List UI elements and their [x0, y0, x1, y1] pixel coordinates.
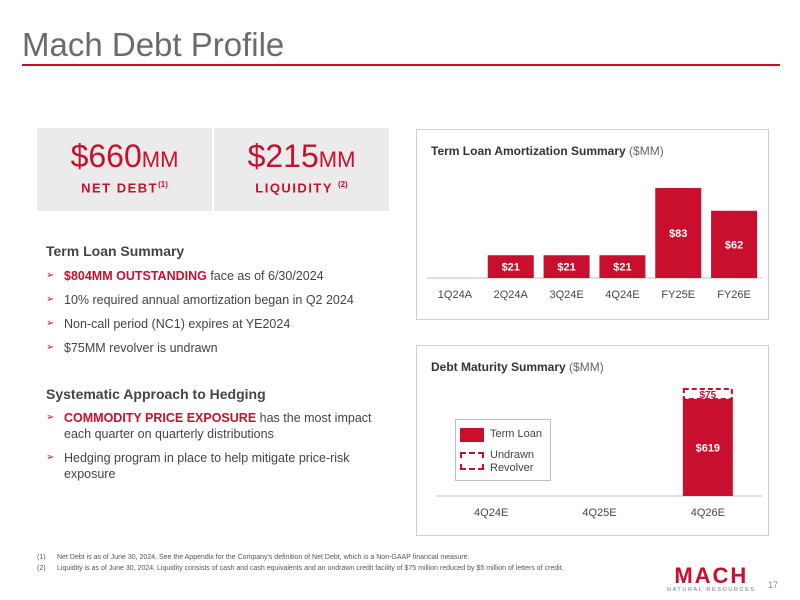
maturity-revolver-label: $75	[699, 390, 716, 401]
net-debt-box: $660MM NET DEBT(1)	[37, 128, 212, 211]
maturity-chart: 4Q24E 4Q25E $619 $75 4Q26E	[437, 388, 762, 519]
bullet-arrow-icon: ➢	[46, 270, 55, 281]
footnote-2: (2) Liquidity is as of June 30, 2024. Liq…	[37, 565, 564, 572]
amortization-data-label: $83	[669, 228, 687, 240]
term-loan-bullet-list: ➢ $804MM OUTSTANDING face as of 6/30/2024…	[46, 268, 376, 364]
bullet-highlight: COMMODITY PRICE EXPOSURE	[64, 411, 257, 425]
amortization-data-label: $21	[502, 262, 520, 274]
liquidity-box: $215MM LIQUIDITY (2)	[214, 128, 389, 211]
maturity-chart-title: Debt Maturity Summary ($MM)	[431, 360, 604, 374]
amortization-data-label: $21	[613, 262, 631, 274]
mach-logo: MACH NATURAL RESOURCES	[667, 563, 756, 594]
legend-term-loan-swatch	[460, 428, 484, 442]
legend-revolver-label: Undrawn Revolver	[490, 449, 535, 474]
amortization-bar	[487, 255, 534, 278]
amortization-tick-label: FY26E	[717, 289, 751, 301]
page-number: 17	[768, 580, 779, 590]
amortization-bar	[655, 188, 702, 278]
maturity-term-loan-label: $619	[696, 443, 720, 455]
net-debt-value: $660MM	[70, 138, 179, 174]
amortization-chart: 1Q24A $21 2Q24A $21 3Q24E $21 4Q24E $83 FY25E $62…	[427, 188, 762, 301]
maturity-chart-legend: Term Loan Undrawn Revolver	[455, 419, 551, 481]
amortization-bar	[711, 210, 758, 278]
liquidity-value: $215MM	[247, 138, 356, 174]
maturity-chart-panel: Debt Maturity Summary ($MM) 4Q24E 4Q25E $6…	[416, 345, 769, 536]
term-loan-bullet: ➢ $75MM revolver is undrawn	[46, 341, 218, 355]
term-loan-bullet: ➢ 10% required annual amortization began …	[46, 293, 354, 307]
amortization-tick-label: 4Q24E	[605, 289, 639, 301]
bullet-highlight: $804MM OUTSTANDING	[64, 269, 207, 283]
footnotes: (1) Net Debt is as of June 30, 2024. See …	[37, 552, 564, 574]
amortization-tick-label: 3Q24E	[549, 289, 583, 301]
legend-revolver-swatch	[460, 452, 484, 470]
legend-term-loan-label: Term Loan	[490, 428, 542, 440]
page-title: Mach Debt Profile	[22, 26, 285, 63]
bullet-arrow-icon: ➢	[46, 412, 55, 423]
amortization-tick-label: 2Q24A	[494, 289, 529, 301]
term-loan-bullet: ➢ Non-call period (NC1) expires at YE2024	[46, 317, 291, 331]
amortization-chart-title: Term Loan Amortization Summary ($MM)	[431, 144, 664, 158]
bullet-arrow-icon: ➢	[46, 342, 55, 353]
net-debt-label: NET DEBT(1)	[81, 180, 168, 196]
term-loan-bullet: ➢ $804MM OUTSTANDING face as of 6/30/2024	[46, 269, 324, 283]
amortization-tick-label: FY25E	[661, 289, 695, 301]
maturity-tick-label: 4Q24E	[474, 507, 508, 519]
hedging-bullet: ➢ Hedging program in place to help mitiga…	[46, 451, 350, 481]
liquidity-label: LIQUIDITY (2)	[255, 180, 348, 196]
bullet-arrow-icon: ➢	[46, 452, 55, 463]
amortization-bar	[599, 255, 646, 278]
amortization-data-label: $62	[725, 239, 743, 251]
hedging-heading: Systematic Approach to Hedging	[46, 386, 266, 402]
footnote-1: (1) Net Debt is as of June 30, 2024. See …	[37, 554, 470, 561]
maturity-term-loan-bar	[682, 399, 733, 496]
title-divider	[22, 64, 780, 66]
maturity-revolver-bar	[682, 388, 733, 400]
amortization-chart-panel: Term Loan Amortization Summary ($MM) 1Q2…	[416, 129, 769, 320]
hedging-bullet: ➢ COMMODITY PRICE EXPOSURE has the most i…	[46, 411, 372, 441]
amortization-tick-label: 1Q24A	[438, 289, 473, 301]
amortization-bar	[543, 255, 590, 278]
term-loan-summary-heading: Term Loan Summary	[46, 243, 185, 259]
hedging-bullet-list: ➢ COMMODITY PRICE EXPOSURE has the most i…	[46, 410, 376, 490]
amortization-data-label: $21	[557, 262, 575, 274]
maturity-tick-label: 4Q25E	[582, 507, 616, 519]
maturity-tick-label: 4Q26E	[691, 507, 725, 519]
bullet-arrow-icon: ➢	[46, 294, 55, 305]
bullet-arrow-icon: ➢	[46, 318, 55, 329]
